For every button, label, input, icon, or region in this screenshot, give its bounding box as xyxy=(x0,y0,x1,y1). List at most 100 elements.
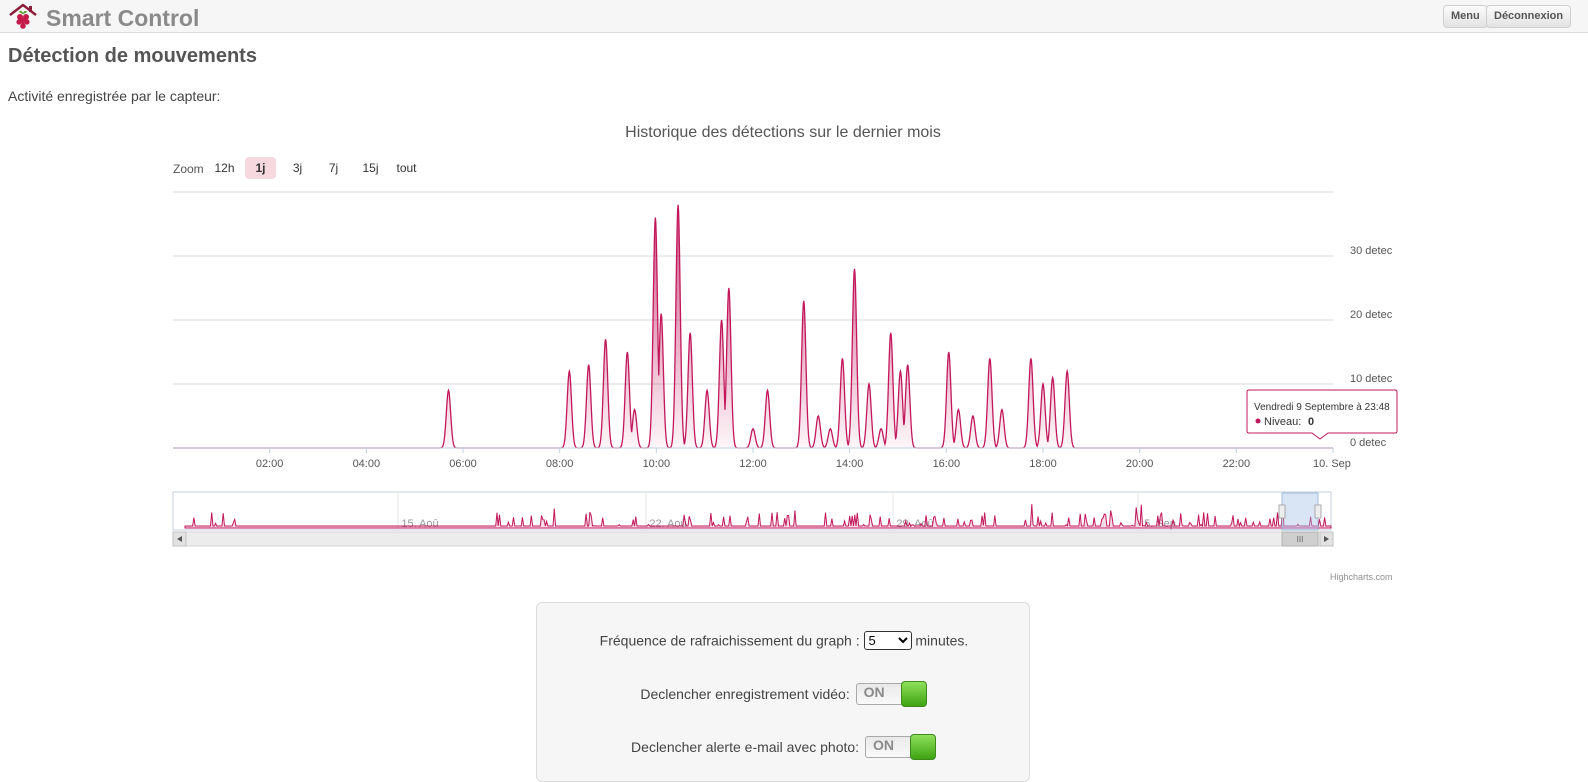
data-point[interactable] xyxy=(867,382,871,386)
arrow-right-icon xyxy=(1324,536,1329,542)
x-tick-label: 12:00 xyxy=(739,458,767,470)
app-title: Smart Control xyxy=(46,5,200,31)
toggle-knob[interactable] xyxy=(909,734,936,760)
tooltip-date: Vendredi 9 Septembre à 23:48 xyxy=(1254,402,1390,413)
data-point[interactable] xyxy=(587,363,591,367)
navigator-handle-left[interactable] xyxy=(1278,504,1286,519)
zoom-label: Zoom xyxy=(173,162,204,176)
navigator-tick-label: 22. Aoû xyxy=(649,518,686,530)
x-tick-label: 22:00 xyxy=(1223,458,1251,470)
zoom-12h-button[interactable]: 12h xyxy=(214,161,235,175)
x-tick-label: 16:00 xyxy=(933,458,961,470)
data-point[interactable] xyxy=(720,318,724,322)
data-point[interactable] xyxy=(688,331,692,335)
y-tick-label: 10 detec xyxy=(1350,373,1393,385)
data-point[interactable] xyxy=(971,414,975,418)
data-point[interactable] xyxy=(604,337,608,341)
y-tick-label: 30 detec xyxy=(1350,245,1393,257)
chart-tooltip: Vendredi 9 Septembre à 23:48 Niveau: 0 xyxy=(1246,389,1398,440)
data-point[interactable] xyxy=(906,363,910,367)
email-setting: Declencher alerte e-mail avec photo: ON xyxy=(537,734,1031,760)
navigator-tick-label: 15. Aoû xyxy=(401,518,438,530)
tooltip-value: 0 xyxy=(1308,416,1314,428)
raspberry-house-icon[interactable] xyxy=(8,3,38,31)
video-setting: Declencher enregistrement vidéo: ON xyxy=(537,681,1031,707)
x-tick-label: 08:00 xyxy=(546,458,574,470)
zoom-3j-button[interactable]: 3j xyxy=(292,161,303,175)
data-point[interactable] xyxy=(567,369,571,373)
zoom-7j-button[interactable]: 7j xyxy=(328,161,339,175)
email-toggle-state: ON xyxy=(872,737,894,753)
chart-credits[interactable]: Highcharts.com xyxy=(1330,572,1393,582)
data-point[interactable] xyxy=(653,216,657,220)
data-point[interactable] xyxy=(802,299,806,303)
data-point[interactable] xyxy=(633,408,637,412)
data-point[interactable] xyxy=(659,312,663,316)
video-toggle[interactable]: ON xyxy=(855,681,928,707)
x-tick-label: 10:00 xyxy=(643,458,671,470)
navigator-series xyxy=(184,504,1332,529)
data-point[interactable] xyxy=(625,350,629,354)
refresh-frequency-select[interactable]: 5 xyxy=(863,631,912,650)
data-point[interactable] xyxy=(766,388,770,392)
detections-chart[interactable]: 02:00 04:00 06:00 08:00 10:00 12:00 14:00 16:00… xyxy=(0,180,1420,552)
navigator-handle-right[interactable] xyxy=(1314,504,1322,519)
x-tick-label: 04:00 xyxy=(353,458,381,470)
zoom-tout-button[interactable]: tout xyxy=(396,161,417,175)
data-point[interactable] xyxy=(727,286,731,290)
navigator-tick-label: 5. Sep xyxy=(1144,518,1176,530)
data-point[interactable] xyxy=(1051,376,1055,380)
x-tick-label: 18:00 xyxy=(1029,458,1057,470)
arrow-left-icon xyxy=(177,536,182,542)
scrollbar-grip: III xyxy=(1297,535,1304,544)
data-point[interactable] xyxy=(879,427,883,431)
x-tick-label: 02:00 xyxy=(256,458,284,470)
data-point[interactable] xyxy=(828,427,832,431)
x-tick-label: 10. Sep xyxy=(1313,458,1351,470)
data-point[interactable] xyxy=(889,331,893,335)
zoom-1j-button[interactable]: 1j xyxy=(245,157,276,179)
data-point[interactable] xyxy=(751,427,755,431)
email-label: Declencher alerte e-mail avec photo: xyxy=(631,739,860,755)
series-line xyxy=(173,204,1333,449)
data-point[interactable] xyxy=(676,203,680,207)
x-tick-label: 14:00 xyxy=(836,458,864,470)
series-bullet-icon xyxy=(1255,418,1261,424)
menu-button[interactable]: Menu xyxy=(1443,5,1488,28)
data-point[interactable] xyxy=(947,350,951,354)
toggle-knob[interactable] xyxy=(900,681,927,707)
tooltip-series-label: Niveau: xyxy=(1264,416,1301,428)
chart-title: Historique des détections sur le dernier… xyxy=(625,124,941,141)
y-tick-label: 0 detec xyxy=(1350,437,1387,449)
x-tick-label: 20:00 xyxy=(1126,458,1154,470)
email-toggle[interactable]: ON xyxy=(864,734,937,760)
x-tick-label: 06:00 xyxy=(449,458,477,470)
data-point[interactable] xyxy=(1029,356,1033,360)
data-point[interactable] xyxy=(853,267,857,271)
settings-panel: Fréquence de rafraichissement du graph :… xyxy=(536,602,1030,782)
data-point[interactable] xyxy=(840,356,844,360)
top-bar: Smart Control Menu Déconnexion xyxy=(0,0,1588,33)
video-toggle-state: ON xyxy=(863,684,885,700)
intro-text: Activité enregistrée par le capteur: xyxy=(8,88,221,104)
data-point[interactable] xyxy=(988,356,992,360)
data-point[interactable] xyxy=(1000,408,1004,412)
data-point[interactable] xyxy=(705,388,709,392)
data-point[interactable] xyxy=(1065,369,1069,373)
refresh-setting: Fréquence de rafraichissement du graph :… xyxy=(537,631,1031,650)
page-title: Détection de mouvements xyxy=(8,45,257,67)
data-point[interactable] xyxy=(956,408,960,412)
data-point[interactable] xyxy=(898,369,902,373)
series-area xyxy=(173,204,1333,448)
refresh-unit: minutes. xyxy=(915,632,969,649)
data-point[interactable] xyxy=(816,414,820,418)
navigator-selection[interactable] xyxy=(1281,492,1319,531)
logout-button[interactable]: Déconnexion xyxy=(1486,5,1572,28)
data-point[interactable] xyxy=(1041,382,1045,386)
scrollbar[interactable]: III xyxy=(172,531,1334,547)
zoom-15j-button[interactable]: 15j xyxy=(362,161,379,175)
data-point[interactable] xyxy=(447,388,451,392)
refresh-label: Fréquence de rafraichissement du graph : xyxy=(599,632,860,649)
scrollbar-thumb[interactable] xyxy=(1281,531,1319,547)
